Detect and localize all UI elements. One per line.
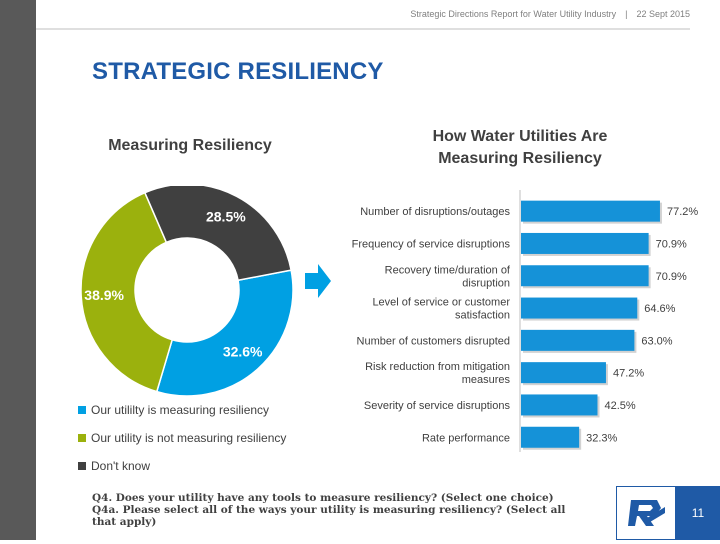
bar-data-label: 77.2%: [667, 206, 698, 218]
report-header: Strategic Directions Report for Water Ut…: [300, 9, 690, 19]
bar: [521, 200, 660, 222]
bar: [521, 329, 635, 351]
report-name: Strategic Directions Report for Water Ut…: [410, 9, 617, 19]
bar-category-label: Frequency of service disruptions: [352, 238, 511, 250]
footer-question-q4a: Q4a. Please select all of the ways your …: [92, 504, 566, 528]
donut-data-label: 32.6%: [223, 344, 263, 360]
donut-data-label: 38.9%: [84, 287, 124, 303]
legend-swatch: [78, 434, 86, 442]
bar-data-label: 70.9%: [656, 238, 687, 250]
bar-data-label: 70.9%: [656, 271, 687, 283]
donut-slice: [80, 191, 174, 393]
bar-category-label: measures: [462, 374, 511, 386]
legend-item: Our utility is not measuring resiliency: [78, 431, 286, 459]
donut-chart: 32.6% 38.9% 28.5%: [80, 186, 294, 396]
legend-item: Don't know: [78, 459, 286, 487]
bar-data-label: 32.3%: [586, 432, 617, 444]
bar-category-label: Number of customers disrupted: [357, 335, 510, 347]
bar-data-label: 64.6%: [644, 303, 675, 315]
page-number: 11: [676, 486, 720, 540]
right-arrow-icon: [305, 264, 331, 298]
footer-question-q4: Q4. Does your utility have any tools to …: [92, 492, 554, 504]
donut-chart-title: Measuring Resiliency: [108, 137, 272, 154]
bar-category-label: Rate performance: [422, 432, 510, 444]
logo-mark: [628, 500, 665, 526]
bar-data-label: 47.2%: [613, 368, 644, 380]
page-title: STRATEGIC RESILIENCY: [92, 58, 384, 85]
bar-chart-title-line: Measuring Resiliency: [438, 150, 602, 167]
report-date: 22 Sept 2015: [636, 9, 690, 19]
company-logo-icon: [616, 486, 676, 540]
left-accent-bar: [0, 0, 36, 540]
bar-chart-title-line: How Water Utilities Are: [432, 128, 608, 145]
bar: [521, 297, 638, 319]
bar: [521, 362, 606, 384]
legend-label: Don't know: [91, 459, 150, 473]
bar-category-label: satisfaction: [455, 310, 510, 322]
donut-legend: Our utililty is measuring resiliency Our …: [78, 403, 286, 487]
bar: [521, 394, 598, 416]
legend-swatch: [78, 406, 86, 414]
footer-note: Q4. Does your utility have any tools to …: [92, 492, 582, 528]
legend-swatch: [78, 462, 86, 470]
bar-chart: 77.2% Number of disruptions/outages 70.9% F…: [352, 190, 698, 452]
bar-category-label: disruption: [462, 277, 510, 289]
bar: [521, 232, 649, 254]
donut-data-label: 28.5%: [206, 209, 246, 225]
bar-category-label: Recovery time/duration of: [385, 264, 511, 276]
header-separator: |: [625, 9, 628, 19]
bar: [521, 426, 580, 448]
legend-label: Our utility is not measuring resiliency: [91, 431, 287, 445]
legend-label: Our utililty is measuring resiliency: [91, 403, 270, 417]
donut-slice: [155, 269, 294, 396]
bar: [521, 265, 649, 287]
legend-item: Our utililty is measuring resiliency: [78, 403, 286, 431]
bar-category-label: Severity of service disruptions: [364, 400, 511, 412]
bar-data-label: 42.5%: [605, 400, 636, 412]
donut-slice: [143, 186, 292, 282]
bar-chart-title: How Water Utilities Are Measuring Resili…: [390, 126, 650, 170]
bar-category-label: Level of service or customer: [372, 297, 510, 309]
bar-category-label: Risk reduction from mitigation: [365, 361, 510, 373]
bar-data-label: 63.0%: [641, 335, 672, 347]
bar-category-label: Number of disruptions/outages: [360, 206, 510, 218]
